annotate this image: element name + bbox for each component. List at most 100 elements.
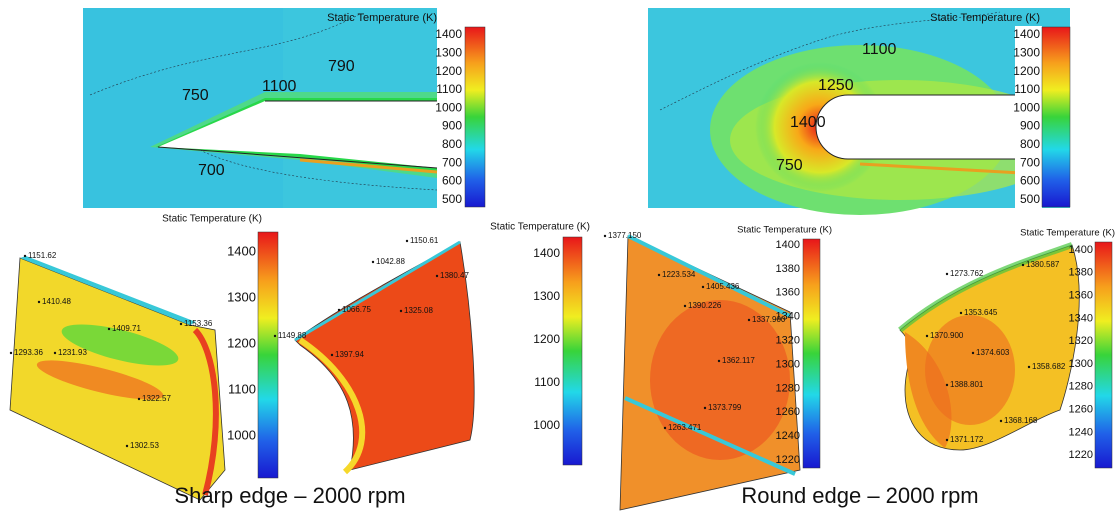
probe-label: 1150.61	[410, 236, 439, 245]
colorbar-tick: 900	[442, 119, 462, 133]
probe-point	[435, 274, 439, 278]
blade-surfaces	[9, 231, 1113, 511]
colorbar-tick: 1340	[776, 311, 800, 323]
probe-label: 1373.799	[708, 403, 742, 412]
colorbar-tick: 1100	[436, 82, 462, 96]
probe-point	[337, 308, 341, 312]
colorbar-title: Static Temperature (K)	[1020, 228, 1115, 239]
colorbar-tick: 1200	[227, 335, 256, 350]
probe-label: 1066.75	[342, 305, 371, 314]
probe-label: 1410.48	[42, 297, 71, 306]
probe-label: 1374.603	[976, 348, 1010, 357]
colorbar-tick: 1200	[1013, 64, 1040, 78]
probe-label: 1302.53	[130, 441, 159, 450]
probe-point	[959, 311, 963, 315]
colorbar-tick: 1000	[435, 100, 462, 114]
probe-point	[399, 309, 403, 313]
probe-point	[683, 304, 687, 308]
probe-point	[37, 300, 41, 304]
probe-point	[1027, 365, 1031, 369]
colorbar-tick: 1220	[776, 454, 800, 466]
colorbar-tick: 1360	[1069, 290, 1093, 302]
colorbar-tick: 1240	[1069, 426, 1093, 438]
probe-point	[663, 426, 667, 430]
colorbar-tick: 1400	[776, 239, 800, 251]
colorbar-tick: 1400	[533, 246, 560, 260]
contour-label: 790	[328, 58, 355, 75]
probe-label: 1409.71	[112, 324, 141, 333]
colorbar-tick: 1000	[227, 427, 256, 442]
colorbar-tick: 500	[1020, 192, 1040, 206]
colorbar-tick: 1400	[1069, 244, 1093, 256]
colorbar-tick: 1400	[435, 27, 462, 41]
contour-label: 750	[776, 157, 803, 174]
colorbar-tick: 1100	[228, 381, 256, 396]
colorbar-tick: 1200	[435, 64, 462, 78]
probe-point	[23, 254, 27, 258]
colorbar-tick: 1340	[1069, 312, 1093, 324]
colorbar-tick: 1320	[776, 335, 800, 347]
colorbar-tick: 800	[442, 137, 462, 151]
colorbar-tick: 1360	[776, 287, 800, 299]
contour-label: 1250	[818, 77, 854, 94]
colorbar-tick: 800	[1020, 137, 1040, 151]
probe-point	[703, 406, 707, 410]
probe-point	[107, 327, 111, 331]
probe-point	[53, 351, 57, 355]
probe-point	[717, 359, 721, 363]
colorbar-tick: 1380	[1069, 267, 1093, 279]
contour-label: 1100	[862, 41, 897, 58]
colorbar-title: Static Temperature (K)	[737, 225, 832, 236]
probe-point	[1021, 263, 1025, 267]
colorbar-title: Static Temperature (K)	[930, 12, 1040, 24]
colorbar-tick: 500	[442, 192, 462, 206]
probe-label: 1362.117	[722, 356, 755, 365]
caption: Round edge – 2000 rpm	[741, 483, 978, 508]
probe-point	[701, 285, 705, 289]
probe-label: 1388.801	[950, 380, 984, 389]
probe-point	[945, 272, 949, 276]
probe-label: 1337.900	[752, 315, 786, 324]
probe-label: 1293.36	[14, 348, 43, 357]
colorbar-tick: 1300	[1069, 358, 1093, 370]
probe-label: 1353.645	[964, 308, 998, 317]
probe-label: 1223.534	[662, 270, 696, 279]
colorbar-tick: 1260	[1069, 404, 1093, 416]
colorbar-tick: 1300	[776, 358, 800, 370]
round-edge-field	[648, 8, 1071, 215]
probe-point	[137, 397, 141, 401]
colorbar-title: Static Temperature (K)	[162, 214, 262, 225]
colorbar-tick: 1400	[1013, 27, 1040, 41]
probe-point	[273, 334, 277, 338]
probe-label: 1231.93	[58, 348, 87, 357]
colorbar-title: Static Temperature (K)	[327, 12, 437, 24]
probe-label: 1042.88	[376, 257, 405, 266]
colorbar-tick: 600	[1020, 174, 1040, 188]
probe-label: 1263.471	[668, 423, 702, 432]
probe-point	[405, 239, 409, 243]
probe-point	[179, 322, 183, 326]
probe-label: 1273.762	[950, 269, 984, 278]
colorbar-tick: 1000	[1013, 100, 1040, 114]
colorbar-tick: 900	[1020, 119, 1040, 133]
colorbar-tick: 700	[1020, 155, 1040, 169]
colorbar-tick: 1300	[533, 289, 560, 303]
colorbar-tick: 1300	[1013, 45, 1040, 59]
probe-label: 1380.47	[440, 271, 469, 280]
probe-point	[945, 383, 949, 387]
probe-point	[925, 334, 929, 338]
contour-label: 750	[182, 87, 209, 104]
sharp-edge-field	[83, 8, 486, 208]
probe-label: 1368.168	[1004, 416, 1038, 425]
caption: Sharp edge – 2000 rpm	[174, 483, 405, 508]
probe-label: 1153.36	[184, 319, 213, 328]
probe-label: 1370.900	[930, 331, 964, 340]
probe-point	[657, 273, 661, 277]
colorbar-title: Static Temperature (K)	[490, 222, 590, 233]
colorbar-tick: 1280	[776, 382, 800, 394]
probe-point	[945, 438, 949, 442]
probe-label: 1377.150	[608, 231, 642, 240]
probe-label: 1322.57	[142, 394, 171, 403]
colorbar-tick: 1280	[1069, 381, 1093, 393]
